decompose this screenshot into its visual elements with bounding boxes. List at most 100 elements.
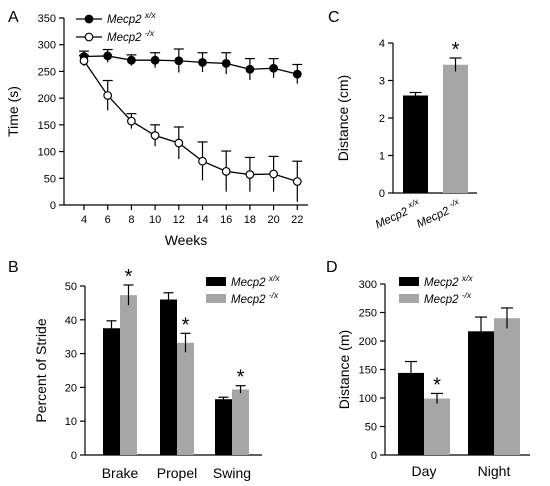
y-tick-label: 100 xyxy=(359,393,377,405)
panel-label-b: B xyxy=(8,259,19,276)
y-tick-label: 20 xyxy=(65,382,77,394)
bar xyxy=(232,389,249,455)
legend-label: Mecp2 x/x xyxy=(231,273,280,289)
legend-label: Mecp2 -/x xyxy=(231,290,279,306)
y-axis-label: Distance (cm) xyxy=(335,75,351,161)
x-tick-label: 18 xyxy=(244,214,256,226)
y-tick-label: 100 xyxy=(38,147,56,159)
data-point xyxy=(103,51,113,61)
y-tick-label: 200 xyxy=(359,336,377,348)
x-tick-label: 16 xyxy=(220,214,232,226)
panel-a-line-chart: A 0 50 100 150 200 250 300 350 Time (s) 4 6 8 10 12 14 1… xyxy=(5,9,308,248)
y-tick-label: 50 xyxy=(65,281,77,293)
y-axis-label: Time (s) xyxy=(5,86,21,137)
data-point xyxy=(245,170,255,179)
data-point xyxy=(292,69,302,79)
x-tick-label: 6 xyxy=(105,214,111,226)
x-category-label: Propel xyxy=(157,465,197,481)
significance-star: * xyxy=(125,266,133,288)
y-tick-label: 200 xyxy=(38,93,56,105)
y-tick-label: 0 xyxy=(371,450,377,462)
data-point xyxy=(79,56,89,66)
y-tick-label: 300 xyxy=(38,40,56,52)
bar xyxy=(424,398,450,455)
significance-star: * xyxy=(433,374,441,396)
legend-swatch xyxy=(206,277,226,286)
series-line xyxy=(83,60,298,183)
bar xyxy=(494,318,520,455)
x-axis-label: Weeks xyxy=(165,232,208,248)
y-tick-label: 0 xyxy=(71,450,77,462)
significance-star: * xyxy=(237,367,245,389)
x-tick-label: 4 xyxy=(81,214,87,226)
panel-d-bar-chart: D 0 50 100 150 200 250 300 Distance (m) * Day Night… xyxy=(326,259,530,479)
data-point xyxy=(221,166,231,176)
y-axis-label: Distance (m) xyxy=(336,330,352,409)
data-point xyxy=(174,138,184,148)
data-point xyxy=(198,57,207,67)
legend-swatch xyxy=(399,294,419,303)
y-tick-label: 1 xyxy=(379,151,385,163)
data-point xyxy=(292,177,302,186)
legend-label: Mecp2 x/x xyxy=(424,273,473,289)
y-tick-label: 150 xyxy=(38,120,56,132)
y-tick-label: 250 xyxy=(359,308,377,320)
bar xyxy=(468,331,494,455)
data-point xyxy=(245,64,255,74)
bar xyxy=(403,95,428,193)
data-point xyxy=(174,56,184,66)
data-point xyxy=(126,116,136,126)
data-point xyxy=(221,59,231,68)
data-point xyxy=(150,55,160,65)
x-category-label: Brake xyxy=(102,465,139,481)
x-category-label: Day xyxy=(412,463,437,479)
bar xyxy=(160,299,177,455)
bar xyxy=(177,342,194,455)
y-tick-label: 250 xyxy=(38,66,56,78)
bar xyxy=(398,372,424,455)
y-tick-label: 40 xyxy=(65,315,77,327)
y-tick-label: 0 xyxy=(379,188,385,200)
x-category-label: Mecp2 x/x xyxy=(372,196,423,231)
data-point xyxy=(269,169,279,179)
legend-marker xyxy=(84,14,94,24)
legend-label: Mecp2 x/x xyxy=(107,10,156,26)
data-point xyxy=(269,63,279,73)
data-point xyxy=(103,91,113,100)
y-tick-label: 10 xyxy=(65,416,77,428)
data-point xyxy=(198,156,207,166)
legend-swatch xyxy=(399,277,419,286)
bar xyxy=(103,328,120,455)
panel-label-a: A xyxy=(8,9,19,26)
x-tick-label: 14 xyxy=(196,214,208,226)
y-tick-label: 2 xyxy=(379,113,385,125)
y-tick-label: 50 xyxy=(365,422,377,434)
panel-b-bar-chart: B 0 10 20 30 40 50 Percent of Stride * Brake * Prop… xyxy=(8,259,280,481)
y-axis-label: Percent of Stride xyxy=(33,318,49,422)
panel-c-bar-chart: C 0 1 2 3 4 Distance (cm) Mecp2 x/x * Mecp2 -/x xyxy=(328,9,477,231)
y-tick-label: 50 xyxy=(44,173,56,185)
x-tick-label: 10 xyxy=(149,214,161,226)
legend-label: Mecp2 -/x xyxy=(107,28,155,44)
x-tick-label: 12 xyxy=(173,214,185,226)
x-tick-label: 8 xyxy=(128,214,134,226)
bar xyxy=(120,295,137,455)
significance-star: * xyxy=(452,39,460,61)
y-tick-label: 30 xyxy=(65,349,77,361)
x-category-label: Night xyxy=(478,463,511,479)
x-category-label: Swing xyxy=(213,465,251,481)
legend-swatch xyxy=(206,294,226,303)
y-tick-label: 150 xyxy=(359,365,377,377)
data-point xyxy=(150,131,160,140)
legend-marker xyxy=(84,32,94,42)
y-tick-label: 300 xyxy=(359,279,377,291)
significance-star: * xyxy=(182,314,190,336)
x-category-label: Mecp2 -/x xyxy=(413,196,463,231)
y-tick-label: 350 xyxy=(38,13,56,25)
series-line xyxy=(83,55,298,75)
y-tick-label: 3 xyxy=(379,76,385,88)
y-tick-label: 0 xyxy=(50,200,56,212)
panel-label-d: D xyxy=(326,259,338,276)
x-tick-label: 22 xyxy=(291,214,303,226)
